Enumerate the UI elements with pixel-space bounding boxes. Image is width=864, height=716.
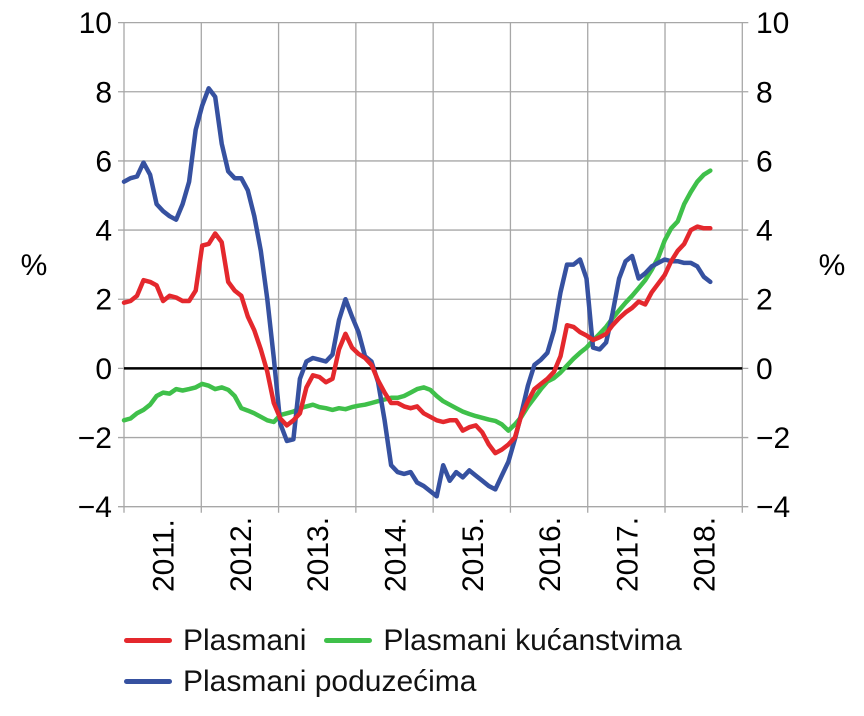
y-tick-label-left: 0 bbox=[95, 353, 112, 386]
legend-row-2: Plasmani poduzećima bbox=[124, 661, 700, 702]
y-tick-label-right: −2 bbox=[756, 422, 790, 455]
series-line-2 bbox=[121, 86, 713, 499]
y-tick-label-right: 6 bbox=[756, 145, 773, 178]
y-tick-label-left: −4 bbox=[78, 491, 112, 524]
legend-label-plasmani: Plasmani bbox=[183, 623, 307, 657]
legend-swatch-plasmani bbox=[124, 638, 172, 643]
legend-label-plasmani-kucanstvima: Plasmani kućanstvima bbox=[383, 623, 682, 657]
legend-swatch-plasmani-poduzecima bbox=[124, 679, 172, 684]
legend-swatch-plasmani-kucanstvima bbox=[324, 638, 373, 643]
y-tick-label-right: 10 bbox=[756, 7, 789, 40]
legend: Plasmani Plasmani kućanstvima Plasmani p… bbox=[124, 620, 700, 702]
y-tick-label-right: −4 bbox=[756, 491, 790, 524]
x-tick-label: 2017. bbox=[611, 517, 644, 592]
y-tick-label-right: 0 bbox=[756, 353, 773, 386]
x-tick-label: 2013. bbox=[302, 517, 335, 592]
legend-item-plasmani-poduzecima: Plasmani poduzećima bbox=[124, 665, 476, 699]
y-tick-label-right: 2 bbox=[756, 284, 773, 317]
y-tick-label-left: 2 bbox=[95, 284, 112, 317]
legend-item-plasmani: Plasmani bbox=[124, 624, 306, 658]
legend-label-plasmani-poduzecima: Plasmani poduzećima bbox=[183, 664, 477, 698]
y-tick-label-right: 8 bbox=[756, 76, 773, 109]
y-axis-unit-right: % bbox=[818, 249, 846, 282]
series-line-0 bbox=[121, 224, 713, 456]
y-tick-label-left: 10 bbox=[79, 7, 112, 40]
y-tick-label-left: −2 bbox=[78, 422, 112, 455]
x-tick-label: 2011. bbox=[148, 519, 181, 592]
legend-row-1: Plasmani Plasmani kućanstvima bbox=[124, 620, 700, 661]
y-tick-label-left: 4 bbox=[95, 215, 112, 248]
x-tick-label: 2014. bbox=[380, 517, 413, 592]
series-line-1 bbox=[121, 168, 713, 433]
x-tick-label: 2015. bbox=[457, 517, 490, 592]
y-axis-unit-left: % bbox=[20, 249, 48, 282]
x-tick-label: 2018. bbox=[689, 517, 722, 592]
y-tick-label-left: 6 bbox=[95, 145, 112, 178]
y-tick-label-left: 8 bbox=[95, 76, 112, 109]
x-tick-label: 2016. bbox=[534, 517, 567, 592]
x-tick-label: 2012. bbox=[225, 517, 258, 592]
legend-item-plasmani-kucanstvima: Plasmani kućanstvima bbox=[324, 623, 682, 658]
y-tick-label-right: 4 bbox=[756, 215, 773, 248]
